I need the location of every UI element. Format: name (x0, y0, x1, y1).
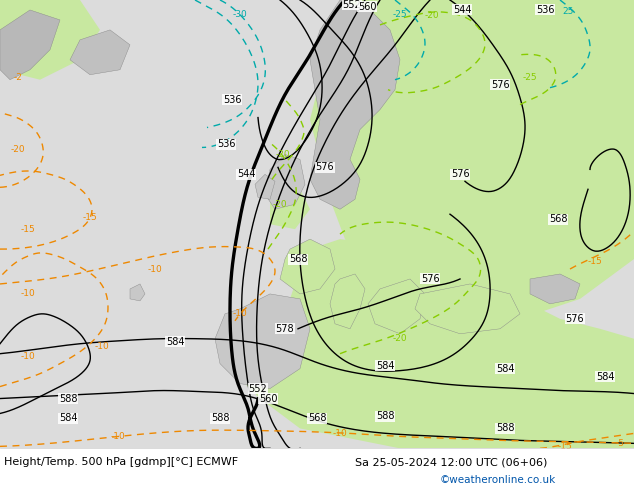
Text: -20: -20 (425, 11, 439, 21)
Text: 588: 588 (210, 414, 230, 423)
Text: 576: 576 (316, 162, 334, 172)
Text: -10: -10 (333, 429, 347, 438)
Text: 588: 588 (376, 412, 394, 421)
Polygon shape (330, 274, 365, 329)
Text: -20: -20 (11, 145, 25, 154)
Text: -10: -10 (110, 432, 126, 441)
Text: 536: 536 (223, 95, 242, 105)
Text: 584: 584 (596, 371, 614, 382)
Text: 568: 568 (549, 214, 567, 224)
Text: -10: -10 (21, 290, 36, 298)
Text: -15: -15 (82, 213, 98, 221)
Polygon shape (265, 154, 305, 209)
Text: 588: 588 (59, 393, 77, 404)
Text: -10: -10 (233, 309, 247, 318)
Polygon shape (270, 189, 310, 229)
Polygon shape (255, 174, 275, 199)
Text: 584: 584 (496, 364, 514, 374)
Polygon shape (70, 30, 130, 75)
Text: 584: 584 (165, 337, 184, 347)
Text: Height/Temp. 500 hPa [gdmp][°C] ECMWF: Height/Temp. 500 hPa [gdmp][°C] ECMWF (4, 457, 238, 467)
Text: 552: 552 (249, 384, 268, 393)
Text: -5: -5 (616, 439, 624, 448)
Text: -15: -15 (588, 257, 602, 266)
Polygon shape (415, 284, 520, 334)
Text: Sa 25-05-2024 12:00 UTC (06+06): Sa 25-05-2024 12:00 UTC (06+06) (355, 457, 547, 467)
Polygon shape (310, 0, 634, 319)
Text: 536: 536 (217, 140, 235, 149)
Text: 576: 576 (421, 274, 439, 284)
Text: 584: 584 (59, 414, 77, 423)
Text: 552: 552 (342, 0, 361, 10)
Text: -15: -15 (21, 224, 36, 234)
Polygon shape (368, 279, 425, 334)
Polygon shape (280, 239, 335, 294)
Text: 588: 588 (496, 423, 514, 434)
Text: -20: -20 (392, 334, 407, 343)
Text: 544: 544 (236, 170, 256, 179)
Text: -20: -20 (273, 200, 287, 209)
Text: 568: 568 (307, 414, 327, 423)
Polygon shape (215, 294, 310, 389)
Text: -20: -20 (276, 150, 290, 159)
Text: 584: 584 (376, 361, 394, 370)
Text: 544: 544 (453, 5, 471, 15)
Polygon shape (0, 10, 60, 80)
Text: 578: 578 (276, 324, 294, 334)
Polygon shape (0, 0, 100, 80)
Text: -15: -15 (558, 442, 573, 451)
Text: -10: -10 (21, 352, 36, 361)
Polygon shape (130, 284, 145, 301)
Text: 25: 25 (562, 7, 574, 17)
Polygon shape (240, 239, 634, 448)
Text: 576: 576 (451, 170, 469, 179)
Text: -25: -25 (392, 10, 407, 20)
Text: 560: 560 (259, 393, 277, 404)
Text: -25: -25 (522, 73, 537, 82)
Text: -30: -30 (233, 10, 247, 20)
Text: -10: -10 (148, 265, 162, 273)
Text: 560: 560 (358, 2, 376, 12)
Text: -2: -2 (13, 73, 22, 82)
Text: -10: -10 (94, 342, 110, 351)
Text: 576: 576 (491, 80, 509, 90)
Text: 568: 568 (288, 254, 307, 264)
Text: ©weatheronline.co.uk: ©weatheronline.co.uk (440, 475, 556, 485)
Polygon shape (530, 274, 580, 304)
Text: 576: 576 (566, 314, 585, 324)
Text: 536: 536 (536, 5, 554, 15)
Polygon shape (310, 0, 400, 209)
